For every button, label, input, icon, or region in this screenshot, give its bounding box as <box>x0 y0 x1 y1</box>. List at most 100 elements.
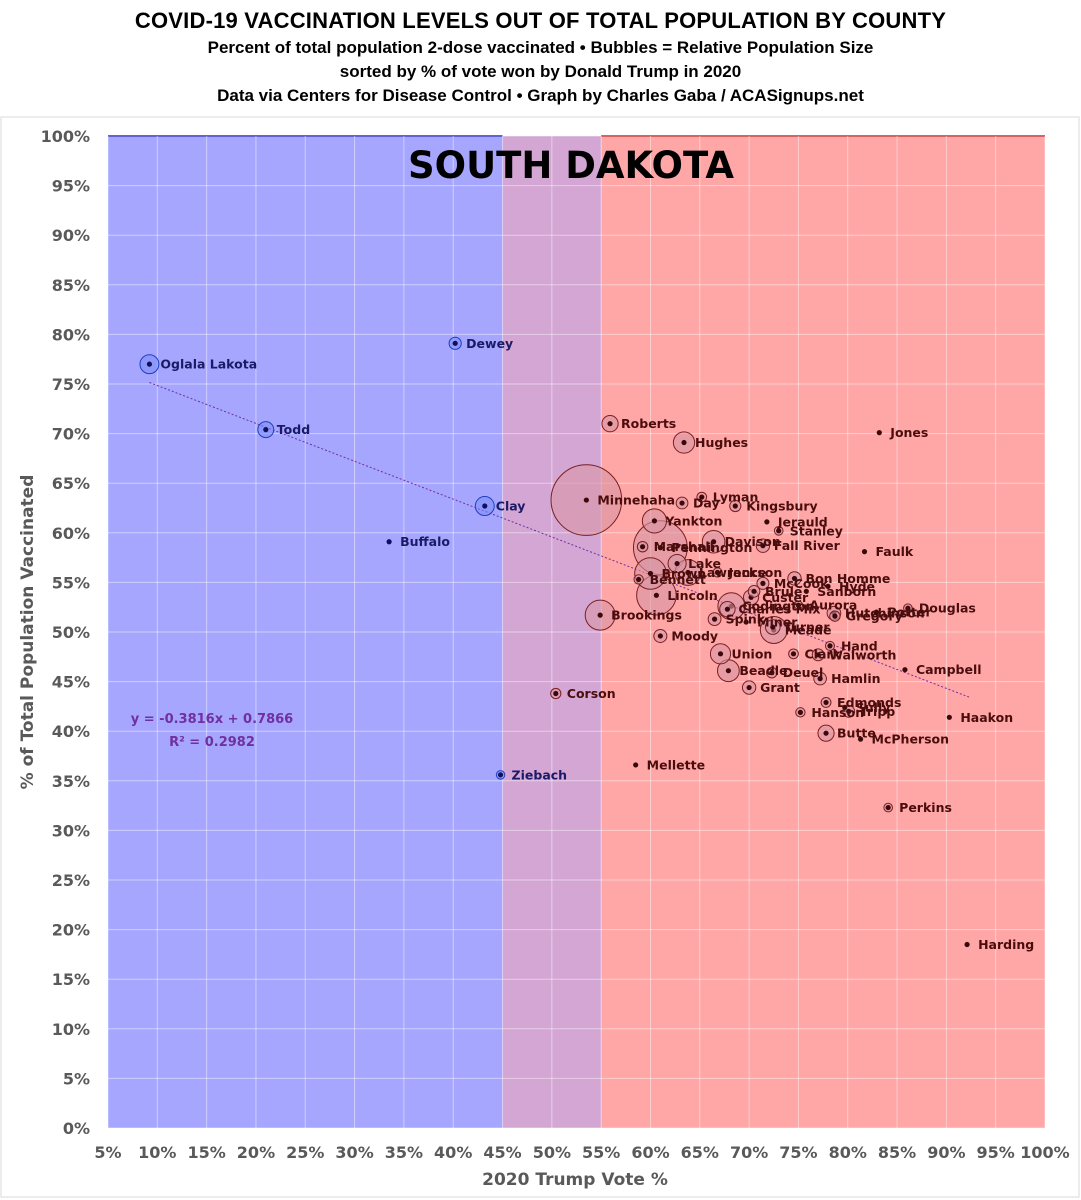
data-label: Hughes <box>695 435 748 450</box>
y-tick-label: 25% <box>52 871 90 890</box>
y-tick-label: 80% <box>52 325 90 344</box>
y-tick-label: 0% <box>63 1119 90 1138</box>
data-point <box>795 602 802 608</box>
data-label: Deuel <box>783 665 824 680</box>
data-label: Beadle <box>739 663 787 678</box>
data-label: Campbell <box>916 662 982 677</box>
data-label: Miner <box>757 615 798 630</box>
data-label: Lake <box>688 556 721 571</box>
data-label: Fall River <box>774 538 841 553</box>
y-axis-ticks: 0% 5% 10% 15% 20% 25% 30% 35% 40% 45% 50% 55% 60% 65%… <box>41 127 90 1138</box>
x-axis-ticks: 5% 10% 15% 20% 25% 30% 35% 40% 45% 50% 55% 60% 65% 70… <box>94 1143 1069 1162</box>
data-point <box>815 652 821 658</box>
data-point <box>647 570 654 577</box>
data-label: Sully <box>856 700 891 715</box>
x-tick-label: 20% <box>237 1143 275 1162</box>
data-point <box>674 560 680 567</box>
data-point <box>263 427 269 433</box>
chart-subtitle-1: Percent of total population 2-dose vacci… <box>207 38 874 57</box>
y-axis-label: % of Total Population Vaccinated <box>18 475 38 790</box>
x-tick-label: 95% <box>977 1143 1015 1162</box>
data-label: Haakon <box>960 710 1013 725</box>
y-tick-label: 90% <box>52 226 90 245</box>
y-tick-label: 85% <box>52 276 90 295</box>
data-point <box>946 714 952 720</box>
data-label: Edmonds <box>837 695 901 710</box>
data-point <box>817 676 823 682</box>
data-point <box>639 544 646 550</box>
y-tick-label: 35% <box>52 772 90 791</box>
y-tick-label: 55% <box>52 573 90 592</box>
data-label: Tripp <box>860 704 896 719</box>
x-tick-label: 65% <box>681 1143 719 1162</box>
data-label: Davison <box>725 534 781 549</box>
data-label: Perkins <box>899 800 952 815</box>
y-tick-label: 75% <box>52 375 90 394</box>
data-point <box>825 583 831 589</box>
x-tick-label: 25% <box>286 1143 324 1162</box>
data-label: Harding <box>978 937 1034 952</box>
data-label: Stanley <box>790 523 843 538</box>
x-tick-label: 15% <box>187 1143 225 1162</box>
data-label: Day <box>693 496 720 511</box>
data-label: Gregory <box>846 609 903 624</box>
y-tick-label: 50% <box>52 623 90 642</box>
x-tick-label: 30% <box>335 1143 373 1162</box>
data-point <box>699 494 705 500</box>
data-label: Codington <box>742 599 814 614</box>
data-point <box>711 616 718 622</box>
data-bubbles <box>139 336 970 948</box>
data-label: Turner <box>784 620 831 635</box>
data-point <box>885 804 891 811</box>
chart-subtitle-2: sorted by % of vote won by Donald Trump … <box>339 62 742 81</box>
data-label: Mellette <box>647 757 705 772</box>
data-point <box>724 606 731 612</box>
data-point <box>607 421 613 427</box>
y-tick-label: 65% <box>52 474 90 493</box>
data-label: Hand <box>841 638 878 653</box>
data-label: Lawrence <box>699 565 766 580</box>
data-label: Hanson <box>811 705 864 720</box>
data-point <box>482 503 488 509</box>
data-point <box>732 503 738 509</box>
data-label: Potter <box>887 605 932 620</box>
data-label: Kingsbury <box>746 499 817 514</box>
x-tick-label: 60% <box>631 1143 669 1162</box>
data-label: Hyde <box>839 579 875 594</box>
data-point <box>553 690 559 697</box>
data-label: Jerauld <box>777 514 828 529</box>
data-label: Bon Homme <box>805 571 890 586</box>
data-label: Charles Mix <box>738 602 820 617</box>
data-point <box>823 730 829 736</box>
background-band-0 <box>108 136 503 1128</box>
chart-title: SOUTH DAKOTA <box>408 144 734 187</box>
y-tick-label: 60% <box>52 524 90 543</box>
y-tick-label: 95% <box>52 177 90 196</box>
data-point <box>876 430 882 436</box>
data-point <box>633 762 639 768</box>
y-tick-label: 30% <box>52 821 90 840</box>
x-axis-label: 2020 Trump Vote % <box>482 1170 668 1190</box>
chart-subtitle-3: Data via Centers for Disease Control • G… <box>217 86 864 105</box>
y-tick-label: 10% <box>52 1020 90 1039</box>
data-label: Hamlin <box>831 671 880 686</box>
data-label: Jones <box>889 425 928 440</box>
data-label: Minnehaha <box>597 493 675 508</box>
data-label: Bennett <box>650 572 706 587</box>
data-point <box>902 667 908 673</box>
data-point <box>861 549 868 555</box>
data-point <box>743 619 749 625</box>
data-point <box>905 605 911 611</box>
x-tick-label: 5% <box>94 1143 121 1162</box>
data-point <box>832 613 838 619</box>
data-label: McPherson <box>872 732 949 747</box>
data-label: Roberts <box>621 416 676 431</box>
data-point <box>823 699 829 706</box>
data-point <box>497 772 504 778</box>
data-label: Pennington <box>671 540 752 555</box>
data-labels: Oglala Lakota Dewey Todd Clay Buffalo Corson Z… <box>160 336 1034 952</box>
x-tick-label: 40% <box>434 1143 472 1162</box>
data-label: Todd <box>277 422 310 437</box>
data-label: Marshall <box>654 539 714 554</box>
data-point <box>746 684 752 691</box>
